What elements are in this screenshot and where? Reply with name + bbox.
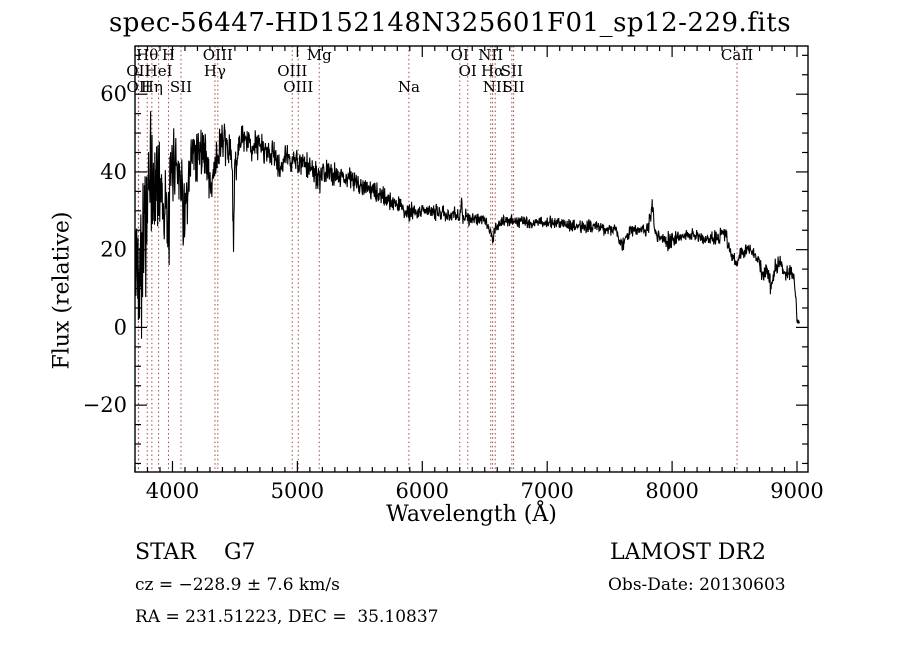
spectral-line-label: HeI xyxy=(145,62,173,80)
spectral-line-label: OII xyxy=(127,78,151,96)
object-class-label: STAR G7 xyxy=(135,540,256,565)
spectral-line-label: CaII xyxy=(721,46,753,64)
x-axis-label: Wavelength (Å) xyxy=(386,502,557,527)
y-tick-label: 0 xyxy=(114,315,127,339)
y-tick-label: −20 xyxy=(83,393,127,417)
spectral-line-label: OI xyxy=(459,62,477,80)
spectral-line-label: NII xyxy=(478,46,503,64)
ra-dec-text: RA = 231.51223, DEC = 35.10837 xyxy=(135,607,439,627)
spectral-line-label: Mg xyxy=(307,46,332,64)
spectral-line-label: Hγ xyxy=(204,62,226,80)
spectral-line-label: Hη xyxy=(141,78,163,96)
spectral-line-label: Hθ xyxy=(136,46,158,64)
x-tick-label: 7000 xyxy=(520,479,573,503)
spectral-line-label: OIII xyxy=(203,46,233,64)
spectral-line-label: Hα xyxy=(481,62,504,80)
page-title: spec-56447-HD152148N325601F01_sp12-229.f… xyxy=(108,8,792,38)
spectral-line-label: SII xyxy=(170,78,192,96)
obs-date-text: Obs-Date: 20130603 xyxy=(608,575,786,595)
y-tick-label: 60 xyxy=(100,82,127,106)
spectral-line-label: H xyxy=(162,46,175,64)
spectral-line-label: NII xyxy=(483,78,508,96)
survey-release-label: LAMOST DR2 xyxy=(610,540,766,565)
x-tick-label: 5000 xyxy=(271,479,324,503)
spectral-line-label: SII xyxy=(503,78,525,96)
x-tick-label: 4000 xyxy=(146,479,199,503)
spectrum-trace xyxy=(135,111,800,339)
x-tick-label: 6000 xyxy=(396,479,449,503)
spectral-line-label: OI xyxy=(451,46,469,64)
spectral-line-label: Na xyxy=(398,78,420,96)
y-tick-label: 40 xyxy=(100,160,127,184)
y-tick-label: 20 xyxy=(100,238,127,262)
spectral-line-label: OIII xyxy=(283,78,313,96)
plot-frame xyxy=(134,45,809,473)
x-tick-label: 9000 xyxy=(770,479,823,503)
spectral-line-label: SII xyxy=(501,62,523,80)
radial-velocity-text: cz = −228.9 ± 7.6 km/s xyxy=(135,575,340,595)
spectral-line-label: OIII xyxy=(277,62,307,80)
x-tick-label: 8000 xyxy=(645,479,698,503)
spectral-line-label: OII xyxy=(126,62,150,80)
